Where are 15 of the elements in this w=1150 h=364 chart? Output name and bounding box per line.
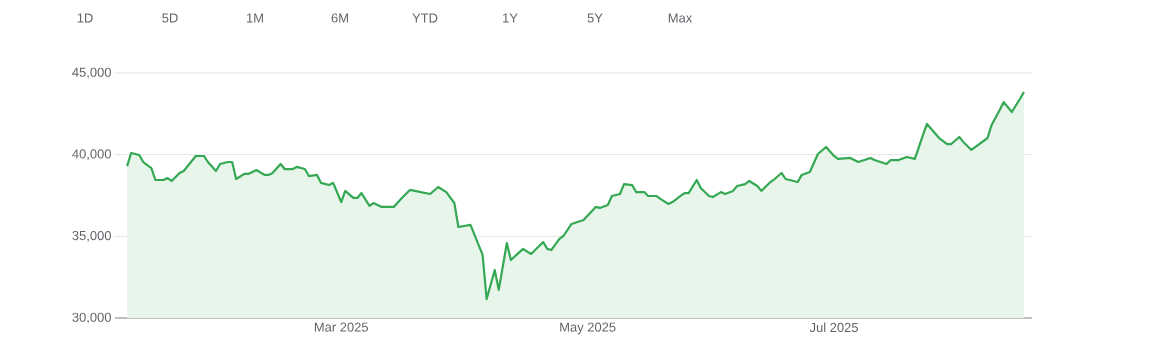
x-tick-label: Jul 2025 <box>809 322 858 333</box>
text: 1Y <box>503 13 518 23</box>
text: 1M <box>246 13 263 23</box>
text: 5D <box>162 13 178 23</box>
text: 1D <box>77 13 93 23</box>
text: Max <box>668 13 693 23</box>
y-tick-label: 30,000 <box>72 312 111 324</box>
text: 5Y <box>587 13 603 23</box>
y-tick-label: 45,000 <box>72 67 111 79</box>
x-tick-label: May 2025 <box>560 322 616 335</box>
text: 6M <box>331 13 348 23</box>
y-tick-label: 40,000 <box>72 149 111 161</box>
y-tick-label: 35,000 <box>72 230 111 242</box>
x-tick-label: Mar 2025 <box>314 322 369 332</box>
text: YTD <box>412 13 438 23</box>
